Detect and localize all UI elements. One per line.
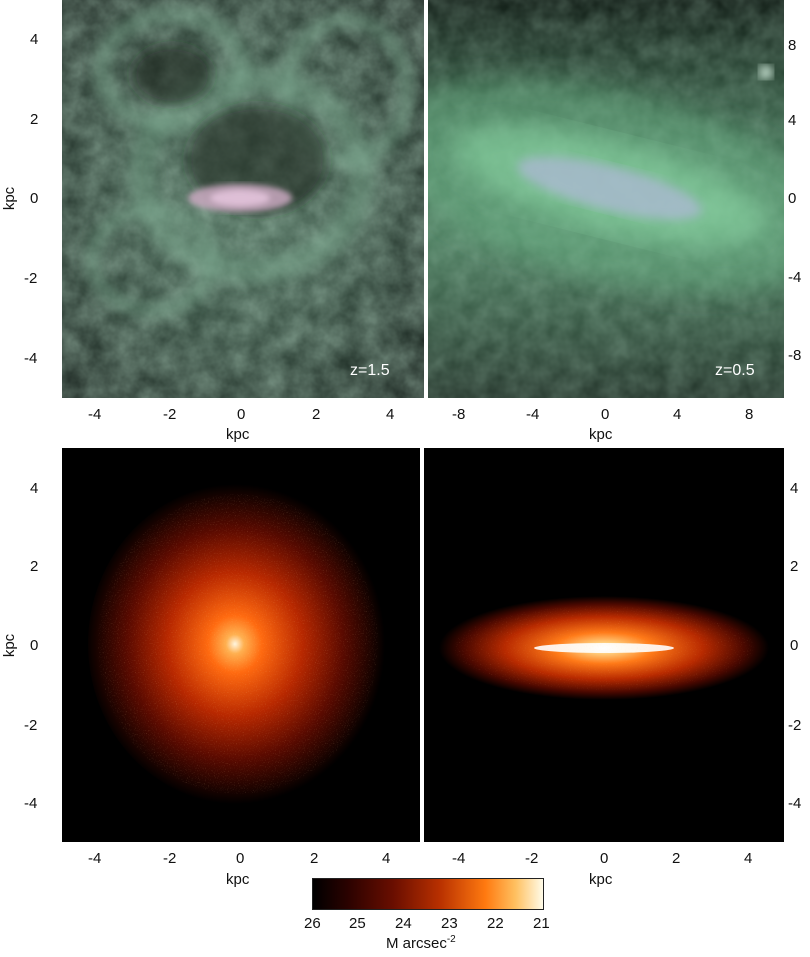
gas-face-on-image [62,0,424,398]
x-tick: -2 [525,850,539,867]
x-tick: -4 [88,850,102,867]
y-tick: -4 [24,350,38,367]
colorbar-tick: 26 [304,915,321,932]
colorbar-tick: 21 [533,915,550,932]
colorbar-tick: 24 [395,915,412,932]
colorbar-tick: 25 [349,915,366,932]
colorbar-label-exponent: -2 [446,934,456,945]
y-tick: -2 [24,270,38,287]
y-tick: -2 [24,717,38,734]
colorbar-tick: 22 [487,915,504,932]
stars-edge-on-image [424,448,784,842]
y-tick: -8 [788,347,802,364]
y-tick: 2 [790,558,799,575]
x-tick: -4 [88,406,102,423]
y-tick: 4 [30,480,39,497]
y-tick: -4 [788,269,802,286]
y-tick: 4 [790,480,799,497]
x-tick: 0 [600,850,609,867]
y-tick: 4 [30,31,39,48]
x-tick: -2 [163,406,177,423]
x-tick: -4 [452,850,466,867]
gas-edge-on-image [428,0,784,398]
x-tick: 4 [382,850,391,867]
x-tick: -8 [452,406,466,423]
colorbar-label-main: M arcsec [386,935,447,952]
y-axis-label-bottom-left: kpc [1,633,19,658]
y-axis-label-top-left: kpc [1,186,19,211]
y-tick: 2 [30,558,39,575]
x-tick: 4 [386,406,395,423]
x-tick: 8 [745,406,754,423]
colorbar-label: M arcsec-2 [386,934,456,952]
y-tick: 0 [788,190,797,207]
panel-top-left-face-on-gas [62,0,424,398]
y-tick: 2 [30,111,39,128]
x-axis-label-top-left: kpc [226,426,250,443]
y-tick: -4 [24,795,38,812]
x-tick: 4 [673,406,682,423]
y-tick: 4 [788,112,797,129]
y-tick: -2 [788,717,802,734]
y-tick: -4 [788,795,802,812]
panel-bottom-right-edge-on-stars [424,448,784,842]
x-tick: 2 [310,850,319,867]
y-tick: 0 [30,637,39,654]
panel-bottom-left-face-on-stars [62,448,420,842]
x-tick: 0 [236,850,245,867]
x-tick: -2 [163,850,177,867]
x-axis-label-top-right: kpc [589,426,613,443]
redshift-label-top-right: z=0.5 [715,362,755,379]
x-tick: 0 [601,406,610,423]
y-tick: 8 [788,37,797,54]
x-axis-label-bottom-right: kpc [589,871,613,888]
y-tick: 0 [30,190,39,207]
colorbar-tick: 23 [441,915,458,932]
x-tick: 2 [672,850,681,867]
x-tick: 2 [312,406,321,423]
x-tick: -4 [526,406,540,423]
x-tick: 0 [237,406,246,423]
x-tick: 4 [744,850,753,867]
y-tick: 0 [790,637,799,654]
x-axis-label-bottom-left: kpc [226,871,250,888]
stars-face-on-image [62,448,420,842]
colorbar [312,878,544,910]
panel-top-right-edge-on-gas [428,0,784,398]
redshift-label-top-left: z=1.5 [350,362,390,379]
